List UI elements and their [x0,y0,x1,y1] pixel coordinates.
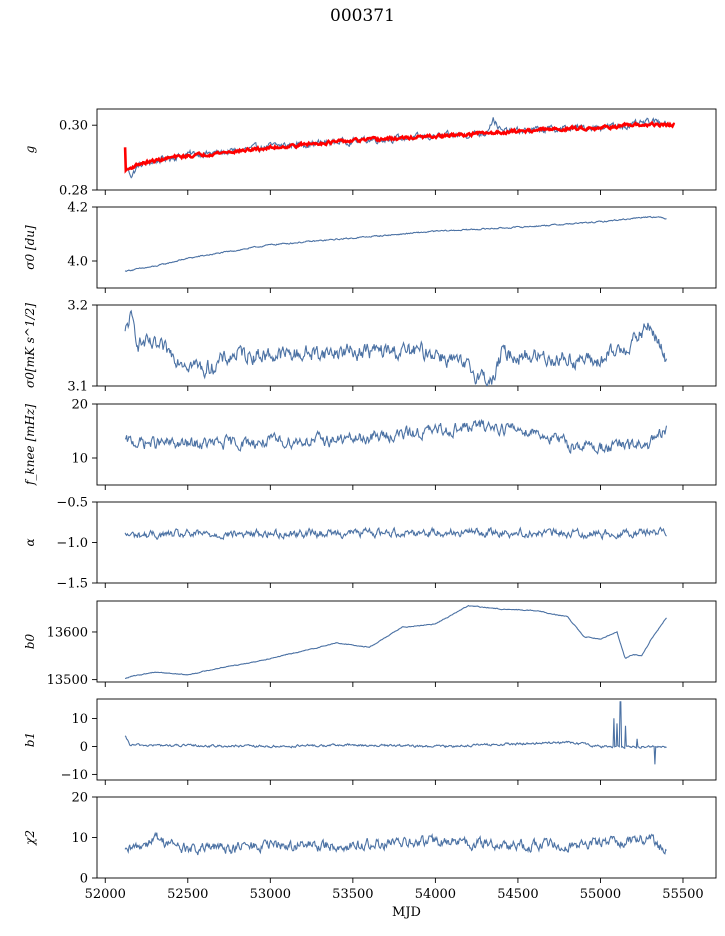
x-tick-label: 54000 [415,887,456,902]
y-tick-label: 0.30 [59,119,88,134]
y-tick-label: 3.2 [67,299,88,314]
series-line-b1 [124,701,667,765]
panel-alpha: −1.5 −1.0 −0.5 α [23,496,717,592]
y-tick-label: 3.1 [67,380,88,395]
y-tick-label: 4.0 [67,255,88,270]
x-tick-label: 55500 [662,887,703,902]
x-tick-label: 52500 [167,887,208,902]
y-axis-label: σ0 [du] [23,225,37,270]
y-axis-label: b0 [23,633,37,649]
y-axis-label: α [23,538,37,546]
series-line-fknee [124,418,668,455]
y-tick-label: 10 [71,452,88,467]
series-line-b0 [125,604,667,679]
y-axis-label: g [23,145,37,153]
figure-title: 000371 [330,6,395,26]
series-line-chi2 [124,831,667,856]
panel-b0: 13500 13600 b0 [23,600,717,688]
axes-frame [96,304,717,387]
y-tick-label: 13500 [47,673,88,688]
y-tick-label: 10 [71,831,88,846]
panel-sigma0_du: 4.0 4.2 σ0 [du] [23,201,717,293]
axes-frame [96,698,717,781]
y-tick-label: −10 [61,768,88,783]
y-tick-label: 4.2 [67,201,88,216]
y-tick-label: 20 [71,398,88,413]
x-axis-label: MJD [392,905,421,920]
y-tick-label: −1.0 [56,536,88,551]
y-tick-label: 10 [71,712,88,727]
series-line-sigma0_mk [124,309,668,386]
x-tick-label: 54500 [497,887,538,902]
series-line-g [124,117,667,179]
x-tick-label: 53500 [332,887,373,902]
panel-chi2: 0 10 20 52000 52500 53000 53500 54000 54500 55000… [23,791,717,902]
y-axis-label: b1 [23,732,37,747]
x-tick-label: 53000 [250,887,291,902]
panel-sigma0_mk: 3.1 3.2 σ0[mK s^1/2] [23,299,717,395]
y-tick-label: 20 [71,791,88,806]
y-axis-label: σ0[mK s^1/2] [23,303,37,388]
axes-frame [96,600,717,683]
y-tick-label: 13600 [47,625,88,640]
panel-fknee: 10 20 f_knee [mHz] [23,398,717,490]
x-tick-label: 55000 [580,887,621,902]
x-tick-label: 52000 [85,887,126,902]
series-line-g_fit [123,120,676,174]
y-tick-label: −1.5 [56,577,88,592]
y-axis-label: χ2 [23,830,37,846]
series-line-sigma0_du [124,215,667,272]
panel-g: 0.28 0.30 g [23,108,717,199]
y-axis-label: f_knee [mHz] [23,404,37,486]
axes-frame [96,796,717,879]
panel-b1: −10 0 10 b1 [23,698,717,785]
series-line-alpha [124,526,667,541]
y-tick-label: 0.28 [59,184,88,199]
y-tick-label: −0.5 [56,496,88,511]
y-tick-label: 0 [80,740,88,755]
axes-frame [96,206,717,289]
axes-frame [96,501,717,584]
y-tick-label: 0 [80,872,88,887]
axes-frame [96,108,717,191]
axes-frame [96,403,717,486]
